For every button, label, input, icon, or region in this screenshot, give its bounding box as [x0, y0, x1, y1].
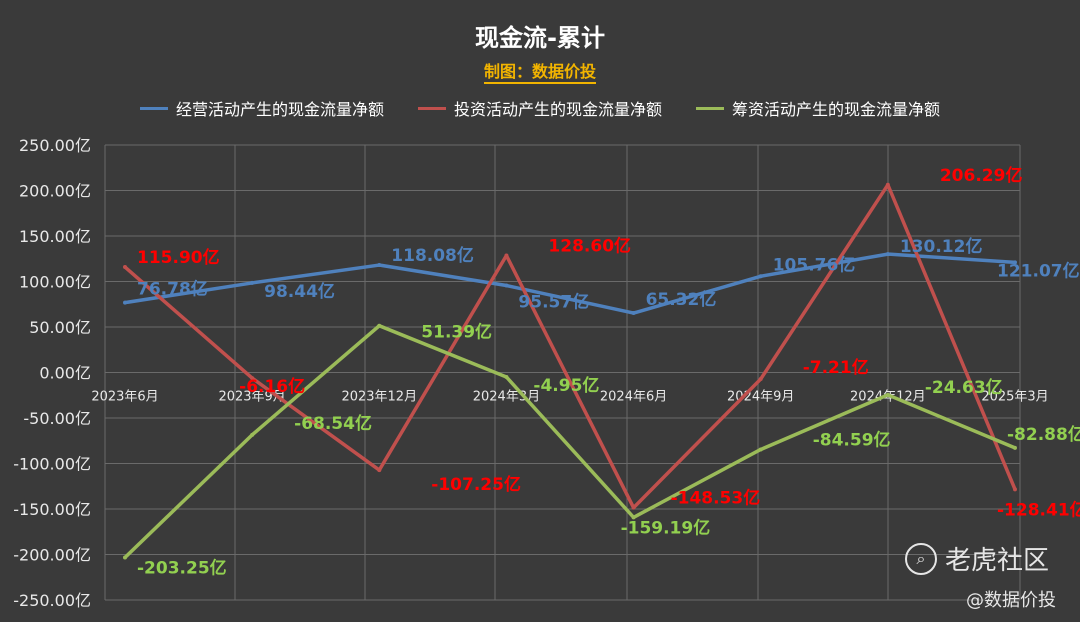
data-label: 105.76亿 [773, 254, 856, 275]
data-point [631, 311, 636, 316]
data-labels: 76.78亿 98.44亿 118.08亿 95.57亿 65.32亿 105.76亿 13… [137, 165, 1080, 579]
watermark-handle: @数据价投 [966, 590, 1056, 611]
y-tick-label: -100.00亿 [13, 455, 91, 474]
watermark-brand: 老虎社区 [945, 546, 1050, 576]
data-point [504, 253, 509, 258]
data-label: -107.25亿 [431, 474, 521, 495]
data-label: 65.32亿 [646, 289, 717, 310]
data-label: -148.53亿 [671, 488, 761, 509]
series-lines [123, 182, 1017, 560]
data-label: -82.88亿 [1007, 424, 1080, 445]
y-tick-label: 150.00亿 [19, 227, 91, 246]
data-point [250, 432, 255, 437]
data-label: 206.29亿 [940, 165, 1023, 186]
legend-label-operating: 经营活动产生的现金流量净额 [175, 100, 384, 119]
legend-label-investing: 投资活动产生的现金流量净额 [453, 100, 662, 119]
data-point [123, 300, 127, 305]
x-tick-label: 2023年9月 [218, 390, 285, 405]
legend-item-financing: 筹资活动产生的现金流量净额 [696, 96, 940, 120]
data-point [123, 555, 127, 560]
legend-item-operating: 经营活动产生的现金流量净额 [139, 96, 384, 120]
grid-lines [104, 144, 1021, 601]
data-point [885, 392, 890, 397]
data-label: 51.39亿 [421, 322, 492, 343]
y-tick-label: 250.00亿 [19, 136, 91, 155]
data-label: 130.12亿 [900, 236, 983, 257]
y-tick-label: 50.00亿 [29, 318, 91, 337]
chart-subtitle-text: 制图：数据价投 [483, 62, 596, 84]
axis-labels: 250.00亿 200.00亿 150.00亿 100.00亿 50.00亿 0.00亿 -… [13, 136, 1048, 610]
data-label: -68.54亿 [294, 413, 372, 434]
series-line-1 [123, 183, 1017, 510]
chart-subtitle: 制图：数据价投 [0, 58, 1080, 84]
data-point [377, 323, 382, 328]
x-tick-label: 2023年6月 [91, 390, 158, 405]
data-point [631, 505, 636, 510]
y-tick-label: 0.00亿 [39, 364, 91, 383]
data-point [1013, 260, 1017, 265]
data-label: -4.95亿 [533, 375, 599, 396]
data-label: -159.19亿 [621, 517, 711, 538]
data-label: -24.63亿 [925, 377, 1003, 398]
data-point [885, 252, 890, 257]
x-tick-label: 2024年9月 [727, 390, 794, 405]
x-tick-label: 2025年3月 [981, 390, 1048, 405]
x-tick-label: 2024年6月 [600, 390, 667, 405]
data-label: -128.41亿 [997, 499, 1080, 520]
watermark: ⌕ 老虎社区 [905, 540, 1049, 577]
y-tick-label: -250.00亿 [13, 591, 91, 610]
data-label: 115.90亿 [137, 247, 220, 268]
data-point [250, 376, 255, 381]
data-point [504, 375, 509, 380]
data-label: 121.07亿 [997, 260, 1080, 281]
data-point [504, 283, 509, 288]
legend-swatch-financing [696, 106, 724, 110]
tiger-logo-icon: ⌕ [905, 542, 937, 575]
data-label: 128.60亿 [548, 235, 631, 256]
data-point [885, 182, 890, 187]
data-label: 118.08亿 [391, 245, 474, 266]
data-point [758, 274, 763, 279]
data-point [1013, 487, 1017, 492]
y-tick-label: -50.00亿 [23, 409, 91, 428]
series-line-2 [123, 323, 1016, 559]
data-point [377, 263, 382, 268]
data-label: 98.44亿 [264, 281, 335, 302]
x-tick-label: 2024年12月 [850, 390, 926, 405]
data-point [377, 468, 382, 473]
legend-swatch-investing [417, 106, 446, 110]
data-point [631, 515, 636, 520]
data-point [123, 265, 127, 270]
data-label: -203.25亿 [137, 557, 227, 578]
data-label: 76.78亿 [137, 279, 208, 300]
y-tick-label: -150.00亿 [13, 500, 91, 519]
chart-title: 现金流-累计 [475, 24, 605, 52]
data-point [758, 377, 763, 382]
data-point [758, 447, 763, 452]
x-tick-label: 2023年12月 [341, 390, 417, 405]
data-label: -84.59亿 [813, 429, 891, 450]
data-point [250, 280, 255, 285]
legend: 经营活动产生的现金流量净额 投资活动产生的现金流量净额 筹资活动产生的现金流量净… [0, 96, 1080, 120]
data-label: 95.57亿 [518, 292, 589, 313]
y-tick-label: 100.00亿 [19, 273, 91, 292]
series-line-0 [124, 252, 1016, 315]
y-tick-label: 200.00亿 [19, 182, 91, 201]
legend-label-financing: 筹资活动产生的现金流量净额 [732, 100, 941, 119]
data-label: -6.16亿 [239, 376, 305, 397]
legend-swatch-operating [139, 106, 168, 110]
data-point [1013, 445, 1017, 450]
y-tick-label: -200.00亿 [13, 546, 91, 565]
legend-item-investing: 投资活动产生的现金流量净额 [417, 96, 662, 120]
data-label: -7.21亿 [803, 357, 869, 378]
